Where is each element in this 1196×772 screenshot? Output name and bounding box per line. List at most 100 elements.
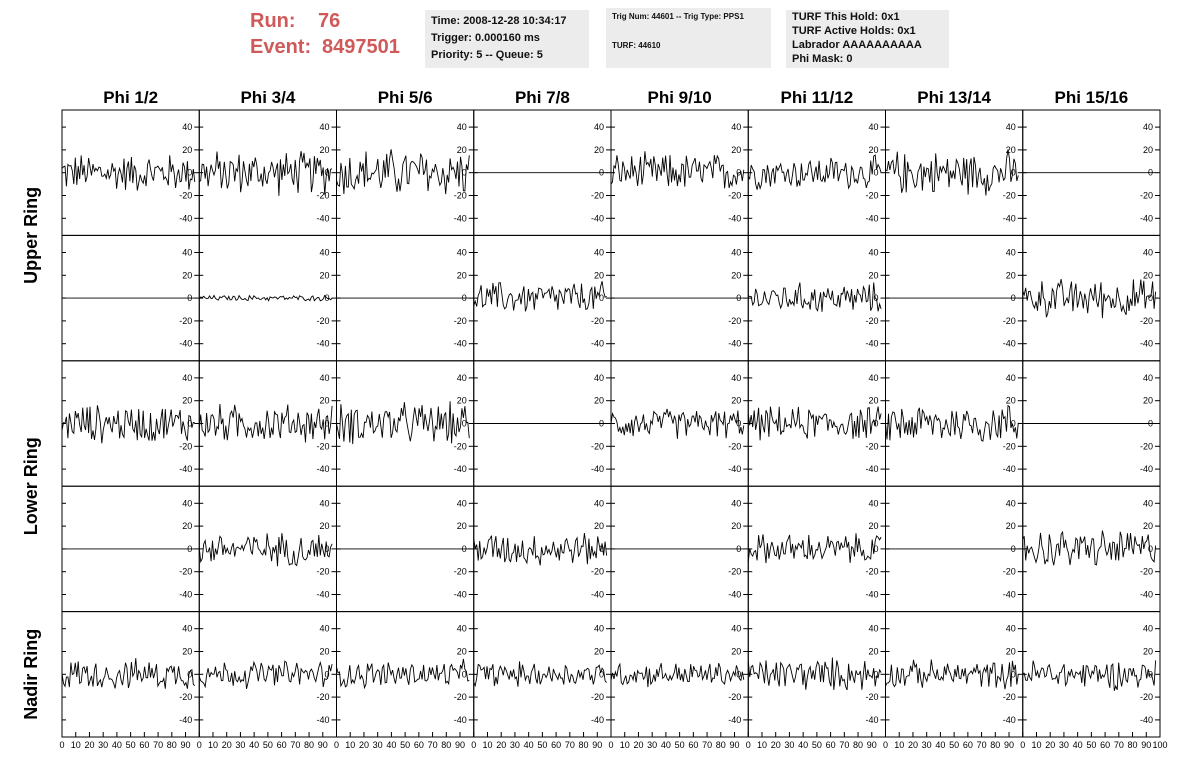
x-tick-label: 40: [112, 740, 122, 750]
x-tick-label: 10: [345, 740, 355, 750]
x-tick-label: 80: [304, 740, 314, 750]
x-tick-label: 20: [359, 740, 369, 750]
row-title: Lower Ring: [21, 437, 41, 535]
x-tick-label: 10: [208, 740, 218, 750]
y-tick-label: 40: [457, 624, 467, 634]
x-tick-label: 30: [235, 740, 245, 750]
y-tick-label: -20: [865, 692, 878, 702]
y-tick-label: -20: [728, 567, 741, 577]
trig-num-text: Trig Num: 44601 -- Trig Type: PPS1: [612, 12, 744, 21]
y-tick-label: 40: [868, 248, 878, 258]
waveform-trace: [473, 533, 608, 566]
y-tick-label: -40: [316, 715, 329, 725]
y-tick-label: -20: [728, 441, 741, 451]
y-tick-label: 0: [324, 669, 329, 679]
x-tick-label: 70: [839, 740, 849, 750]
y-tick-label: 40: [1143, 122, 1153, 132]
x-tick-label: 60: [963, 740, 973, 750]
x-tick-label: 70: [153, 740, 163, 750]
x-tick-label: 20: [771, 740, 781, 750]
y-tick-label: -20: [1140, 191, 1153, 201]
waveform-trace: [198, 533, 333, 567]
x-tick-label: 70: [428, 740, 438, 750]
y-tick-label: 40: [182, 122, 192, 132]
x-tick-label: 60: [277, 740, 287, 750]
waveform-trace: [473, 661, 607, 688]
x-tick-label: 60: [139, 740, 149, 750]
y-tick-label: 0: [462, 168, 467, 178]
x-tick-label: 90: [181, 740, 191, 750]
waveform-trace: [336, 401, 470, 445]
event-value: 8497501: [322, 36, 400, 58]
y-tick-label: 20: [182, 270, 192, 280]
y-tick-label: 20: [319, 270, 329, 280]
y-tick-label: -20: [454, 316, 467, 326]
y-tick-label: 20: [594, 270, 604, 280]
y-tick-label: 20: [457, 521, 467, 531]
y-tick-label: 40: [1006, 122, 1016, 132]
x-tick-label: 20: [633, 740, 643, 750]
y-tick-label: 20: [457, 270, 467, 280]
y-tick-label: 20: [182, 647, 192, 657]
y-tick-label: -40: [1140, 213, 1153, 223]
y-tick-label: -40: [1003, 339, 1016, 349]
event-row: Event: 8497501: [250, 34, 400, 60]
y-tick-label: -40: [1003, 590, 1016, 600]
x-tick-label: 0: [197, 740, 202, 750]
x-tick-label: 70: [565, 740, 575, 750]
x-tick-label: 10: [757, 740, 767, 750]
y-tick-label: 20: [182, 396, 192, 406]
waveform-trace: [61, 658, 196, 689]
x-tick-label: 50: [263, 740, 273, 750]
y-tick-label: 40: [868, 498, 878, 508]
y-tick-label: 40: [319, 248, 329, 258]
y-tick-label: -20: [865, 567, 878, 577]
y-tick-label: 20: [319, 521, 329, 531]
column-title: Phi 15/16: [1055, 88, 1129, 107]
x-tick-label: 50: [400, 740, 410, 750]
x-tick-label: 0: [59, 740, 64, 750]
y-tick-label: -20: [865, 441, 878, 451]
phi-mask-text: Phi Mask: 0: [792, 53, 853, 65]
y-tick-label: -40: [728, 339, 741, 349]
y-tick-label: 20: [182, 521, 192, 531]
waveform-trace: [748, 282, 882, 312]
y-tick-label: 20: [731, 145, 741, 155]
y-tick-label: -20: [316, 692, 329, 702]
y-tick-label: -40: [591, 590, 604, 600]
y-tick-label: -40: [454, 715, 467, 725]
y-tick-label: -20: [1140, 567, 1153, 577]
x-tick-label: 90: [455, 740, 465, 750]
y-tick-label: 40: [731, 248, 741, 258]
y-tick-label: 40: [594, 498, 604, 508]
run-row: Run: 76: [250, 8, 400, 34]
turf-hold-text: TURF This Hold: 0x1: [792, 11, 900, 23]
y-tick-label: -20: [1140, 692, 1153, 702]
waveform-trace: [336, 658, 470, 690]
y-tick-label: 0: [873, 168, 878, 178]
x-tick-label: 70: [1114, 740, 1124, 750]
y-tick-label: -40: [728, 715, 741, 725]
y-tick-label: 20: [1006, 270, 1016, 280]
y-tick-label: 40: [182, 373, 192, 383]
column-title: Phi 3/4: [240, 88, 295, 107]
y-tick-label: -40: [865, 213, 878, 223]
y-tick-label: -20: [728, 692, 741, 702]
y-tick-label: -40: [1140, 339, 1153, 349]
y-tick-label: -40: [591, 339, 604, 349]
x-tick-label: 50: [1086, 740, 1096, 750]
x-tick-label: 60: [551, 740, 561, 750]
x-tick-label: 30: [1059, 740, 1069, 750]
x-tick-label: 70: [702, 740, 712, 750]
labrador-text: Labrador AAAAAAAAAA: [792, 39, 922, 51]
waveform-trace: [747, 533, 882, 564]
y-tick-label: -20: [454, 441, 467, 451]
y-tick-label: 40: [1143, 373, 1153, 383]
x-tick-label: 60: [414, 740, 424, 750]
y-tick-label: 20: [1006, 396, 1016, 406]
y-tick-label: 20: [1143, 521, 1153, 531]
y-tick-label: 20: [319, 396, 329, 406]
x-tick-label: 80: [990, 740, 1000, 750]
y-tick-label: -20: [316, 316, 329, 326]
y-tick-label: -40: [179, 715, 192, 725]
